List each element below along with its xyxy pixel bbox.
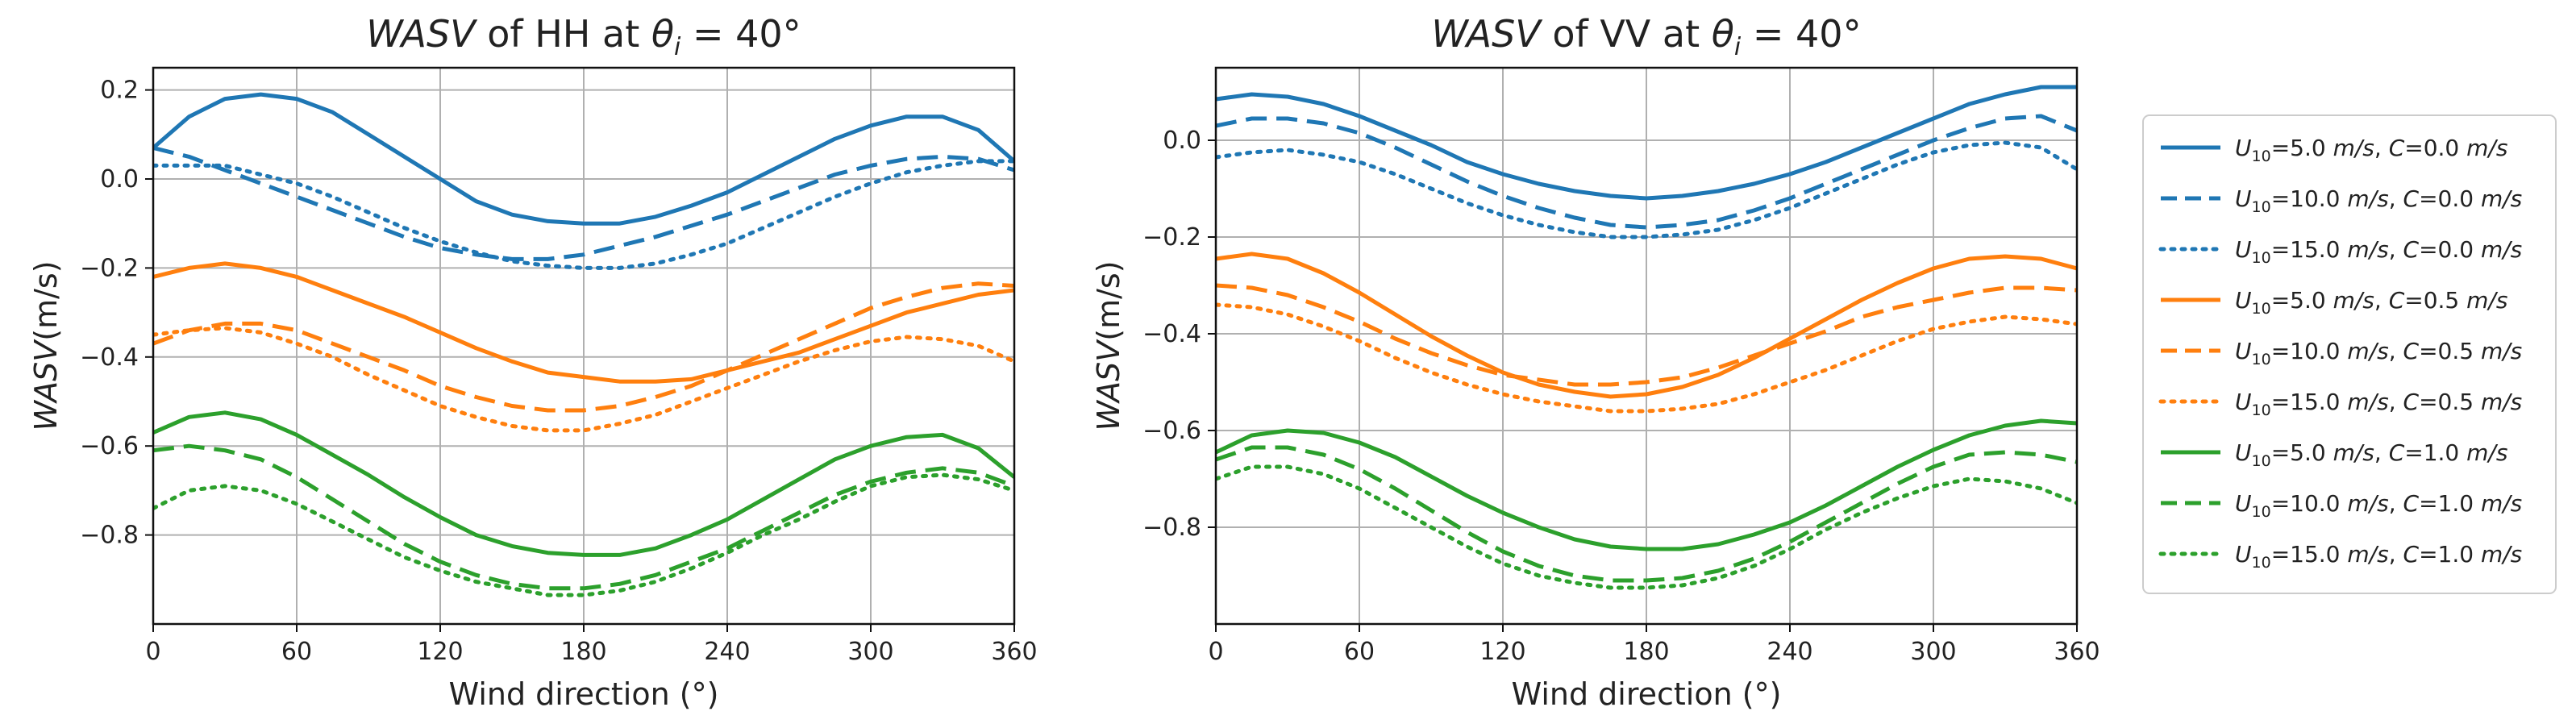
y-tick-label: −0.4 — [1142, 320, 1201, 348]
chart-title: WASV of VV at θi = 40° — [1431, 12, 1861, 61]
x-tick-label: 0 — [1208, 638, 1223, 666]
legend-entry-label: U10=10.0 m/s, C=0.0 m/s — [2235, 185, 2522, 216]
series-line-7 — [1216, 418, 2077, 551]
series-line-1 — [1216, 85, 2077, 201]
grid — [152, 68, 1015, 624]
x-tick-label: 120 — [1479, 638, 1525, 666]
x-tick-label: 60 — [1344, 638, 1375, 666]
chart-title-sub: i — [1734, 33, 1742, 61]
x-tick-label: 180 — [560, 638, 606, 666]
y-tick-label: 0.2 — [100, 77, 139, 105]
series-line-8 — [153, 443, 1014, 591]
legend-box — [2142, 114, 2557, 594]
y-tick-label: 0.0 — [1163, 127, 1201, 155]
series-line-9 — [1216, 464, 2077, 590]
grid — [1215, 68, 2078, 624]
y-tick-label: −0.2 — [1142, 223, 1201, 252]
chart-title-rest: of VV at — [1541, 12, 1712, 56]
series-line-8 — [1216, 445, 2077, 583]
x-tick-label: 60 — [281, 638, 312, 666]
x-tick-label: 120 — [417, 638, 463, 666]
chart-title: WASV of HH at θi = 40° — [366, 12, 801, 61]
x-tick-label: 240 — [704, 638, 750, 666]
x-tick-label: 0 — [145, 638, 160, 666]
series-line-7 — [153, 410, 1014, 557]
x-axis-label: Wind direction (°) — [449, 676, 719, 712]
series-group — [153, 92, 1014, 597]
chart-title-rest: of HH at — [476, 12, 651, 56]
y-tick-label: −0.6 — [80, 432, 139, 460]
y-tick-label: −0.4 — [80, 343, 139, 372]
legend-entry-label: U10=15.0 m/s, C=0.5 m/s — [2235, 389, 2522, 419]
series-line-4 — [153, 261, 1014, 384]
legend-entry-label: U10=15.0 m/s, C=1.0 m/s — [2235, 541, 2522, 572]
chart-hh-panel: 0 60 120 180 240 300 360 −0.8 −0.6 −0.4 −0.2 0.0 0.2… — [28, 12, 1038, 712]
y-tick-label: −0.6 — [1142, 417, 1201, 445]
y-tick-label: −0.8 — [1142, 514, 1201, 542]
legend-entry-label: U10=5.0 m/s, C=0.0 m/s — [2235, 135, 2507, 165]
x-axis-label: Wind direction (°) — [1512, 676, 1782, 712]
legend-entry-label: U10=5.0 m/s, C=0.5 m/s — [2235, 287, 2507, 318]
series-line-5 — [1216, 283, 2077, 387]
chart-title-eq: = 40° — [680, 12, 801, 56]
series-line-4 — [1216, 252, 2077, 399]
x-tick-label: 300 — [1910, 638, 1956, 666]
series-line-6 — [1216, 302, 2077, 414]
series-line-5 — [153, 281, 1014, 413]
series-line-2 — [153, 145, 1014, 261]
chart-title-main: WASV — [366, 12, 478, 56]
chart-vv-panel: 0 60 120 180 240 300 360 −0.8 −0.6 −0.4 −0.2 0.0 WAS… — [1091, 12, 2100, 712]
series-line-3 — [1216, 140, 2077, 239]
x-tick-label: 360 — [991, 638, 1037, 666]
series-line-6 — [153, 326, 1014, 433]
chart-title-theta: θ — [1712, 12, 1734, 56]
chart-title-sub: i — [674, 33, 681, 61]
series-group — [1216, 85, 2077, 590]
series-line-2 — [1216, 114, 2077, 230]
y-axis-label: WASV(m/s) — [28, 260, 64, 431]
chart-title-eq: = 40° — [1741, 12, 1861, 56]
x-tick-label: 360 — [2054, 638, 2100, 666]
y-axis-label-unit: (m/s) — [1091, 260, 1126, 340]
legend-entry-label: U10=10.0 m/s, C=0.5 m/s — [2235, 338, 2522, 368]
legend-entry-label: U10=15.0 m/s, C=0.0 m/s — [2235, 236, 2522, 267]
series-line-1 — [153, 92, 1014, 226]
chart-title-theta: θ — [651, 12, 674, 56]
legend-entry-label: U10=10.0 m/s, C=1.0 m/s — [2235, 490, 2522, 521]
x-tick-label: 300 — [847, 638, 893, 666]
x-tick-label: 240 — [1767, 638, 1812, 666]
y-axis-label: WASV(m/s) — [1091, 260, 1126, 431]
chart-title-main: WASV — [1431, 12, 1543, 56]
y-tick-label: −0.2 — [80, 254, 139, 282]
y-axis-label-unit: (m/s) — [28, 260, 64, 340]
series-line-3 — [153, 159, 1014, 270]
y-axis-label-main: WASV — [1091, 339, 1126, 431]
legend-entry-label: U10=5.0 m/s, C=1.0 m/s — [2235, 439, 2507, 470]
legend: U10=5.0 m/s, C=0.0 m/s U10=10.0 m/s, C=0.… — [2142, 114, 2557, 594]
series-line-9 — [153, 472, 1014, 597]
y-axis-label-main: WASV — [28, 339, 64, 431]
x-tick-label: 180 — [1623, 638, 1669, 666]
y-tick-label: −0.8 — [80, 522, 139, 550]
y-tick-label: 0.0 — [100, 165, 139, 193]
